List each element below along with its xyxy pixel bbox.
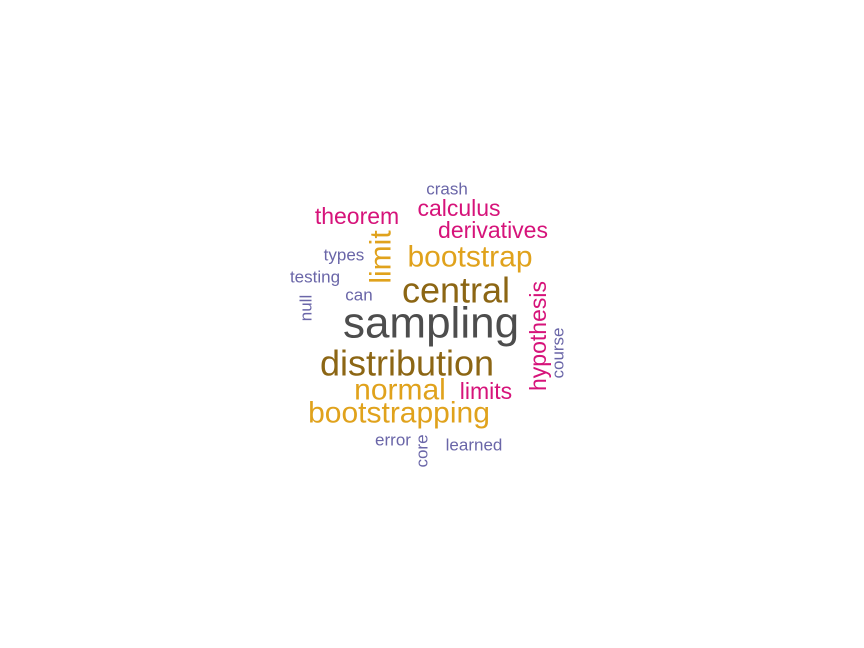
word-hypothesis: hypothesis <box>525 281 551 391</box>
word-limits: limits <box>460 378 512 404</box>
word-sampling: sampling <box>343 299 519 348</box>
word-calculus: calculus <box>417 195 500 221</box>
word-null: null <box>297 295 316 321</box>
word-testing: testing <box>290 268 340 287</box>
word-central: central <box>402 270 510 311</box>
word-distribution: distribution <box>320 343 494 384</box>
word-core: core <box>413 434 432 467</box>
word-course: course <box>549 327 568 378</box>
word-bootstrapping: bootstrapping <box>308 397 490 430</box>
word-derivatives: derivatives <box>438 217 548 243</box>
word-crash: crash <box>426 180 468 199</box>
word-types: types <box>324 246 365 265</box>
word-bootstrap: bootstrap <box>407 241 532 274</box>
word-can: can <box>345 286 372 305</box>
word-limit: limit <box>365 230 398 284</box>
word-learned: learned <box>446 436 503 455</box>
word-error: error <box>375 431 411 450</box>
word-normal: normal <box>354 374 446 407</box>
word-theorem: theorem <box>315 203 399 229</box>
